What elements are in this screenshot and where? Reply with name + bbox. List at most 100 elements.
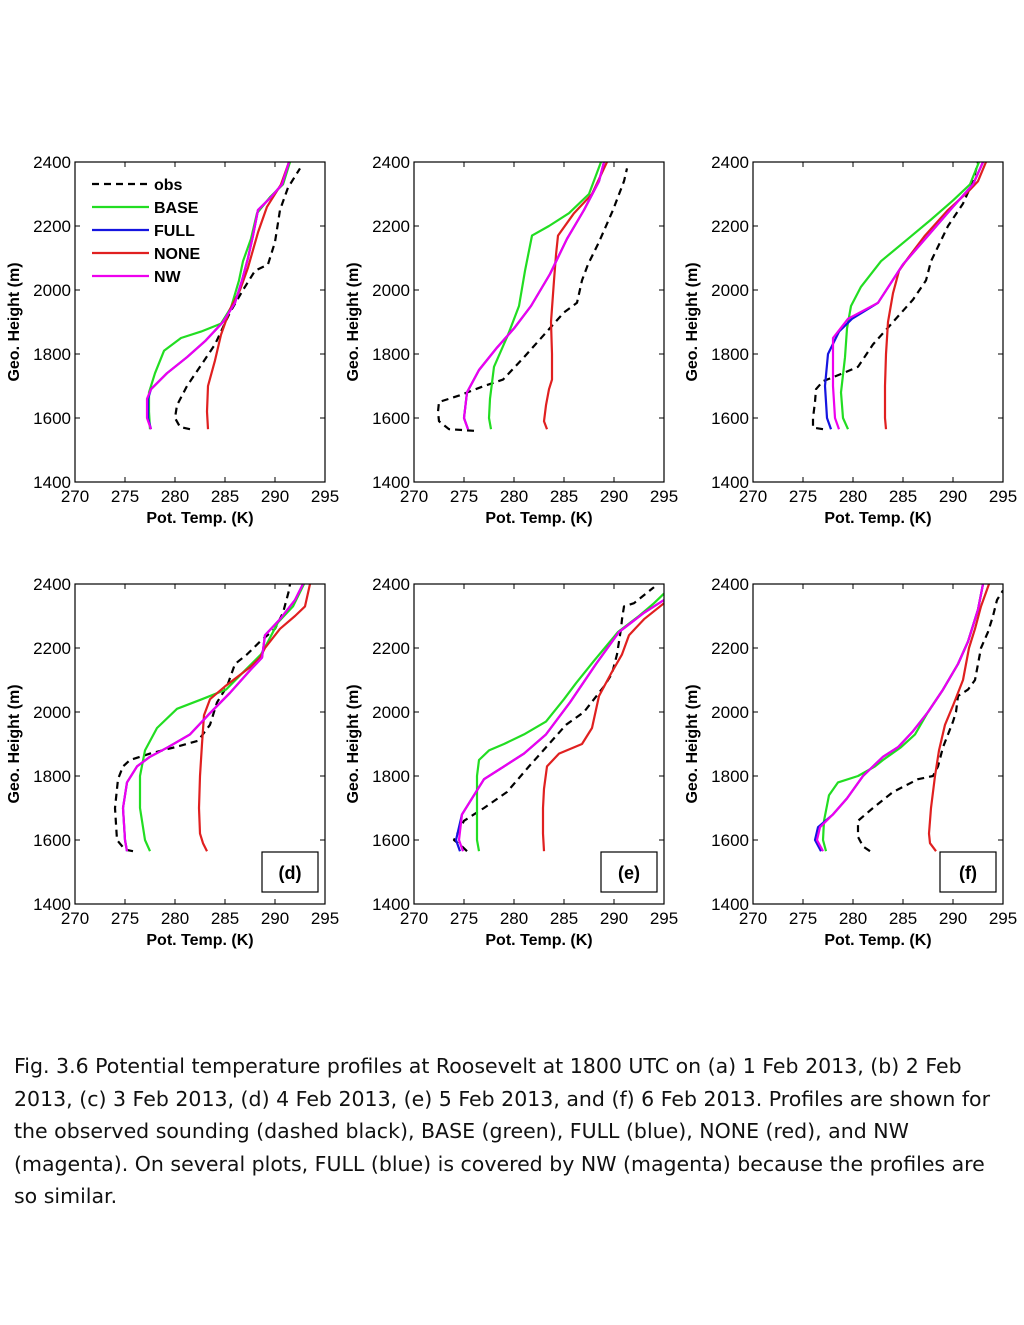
x-tick-label: 285 xyxy=(550,487,578,506)
series-line-obs xyxy=(452,586,655,852)
x-tick-label: 280 xyxy=(500,487,528,506)
y-tick-label: 1600 xyxy=(711,409,749,428)
y-tick-label: 2400 xyxy=(711,153,749,172)
y-tick-label: 1400 xyxy=(711,473,749,492)
legend-label-base: BASE xyxy=(154,200,199,217)
x-tick-label: 280 xyxy=(161,487,189,506)
y-tick-label: 1800 xyxy=(372,345,410,364)
y-tick-label: 1600 xyxy=(33,409,71,428)
x-tick-label: 270 xyxy=(61,909,89,928)
series-line-nw xyxy=(462,162,606,430)
y-tick-label: 2000 xyxy=(33,703,71,722)
x-tick-label: 285 xyxy=(211,909,239,928)
y-tick-label: 1600 xyxy=(33,831,71,850)
x-tick-label: 275 xyxy=(789,487,817,506)
panel-label: (f) xyxy=(959,863,977,883)
chart-panel-5: 270 275 280 285 290 295 1400 1600 1800 2000 2200 24… xyxy=(345,575,678,949)
series-line-none xyxy=(205,162,291,430)
x-tick-label: 275 xyxy=(450,909,478,928)
x-tick-label: 290 xyxy=(939,909,967,928)
y-tick-label: 2400 xyxy=(33,153,71,172)
x-tick-label: 280 xyxy=(839,909,867,928)
x-tick-label: 285 xyxy=(211,487,239,506)
legend-label-nw: NW xyxy=(154,269,182,286)
y-tick-label: 1400 xyxy=(33,473,71,492)
series-line-base xyxy=(821,584,985,852)
x-tick-label: 280 xyxy=(500,909,528,928)
x-tick-label: 290 xyxy=(261,909,289,928)
y-tick-label: 2200 xyxy=(33,217,71,236)
y-tick-label: 1600 xyxy=(372,831,410,850)
x-tick-label: 275 xyxy=(450,487,478,506)
x-axis-label: Pot. Temp. (K) xyxy=(824,932,931,949)
y-tick-label: 2000 xyxy=(372,703,410,722)
panel-label-box xyxy=(600,851,658,893)
figure-panels: 270 275 280 285 290 295 1400 1600 1800 2000 2200 24… xyxy=(6,153,1017,949)
y-tick-label: 2200 xyxy=(372,639,410,658)
x-tick-label: 290 xyxy=(939,487,967,506)
x-tick-label: 290 xyxy=(261,487,289,506)
y-tick-label: 2000 xyxy=(711,703,749,722)
x-tick-label: 270 xyxy=(61,487,89,506)
y-tick-label: 1800 xyxy=(33,767,71,786)
series-line-nw xyxy=(121,584,304,852)
y-axis-label: Geo. Height (m) xyxy=(6,684,23,803)
y-tick-label: 1600 xyxy=(372,409,410,428)
series-line-base xyxy=(487,162,603,430)
y-tick-label: 1400 xyxy=(372,473,410,492)
series-line-nw xyxy=(145,162,291,430)
chart-panel-1: 270 275 280 285 290 295 1400 1600 1800 2000 2200 24… xyxy=(6,153,339,527)
series-line-none xyxy=(883,162,988,430)
series-line-obs xyxy=(811,162,980,431)
y-tick-label: 1800 xyxy=(711,767,749,786)
series-line-obs xyxy=(173,167,301,431)
axes-frame xyxy=(413,161,665,483)
axes-frame xyxy=(752,583,1004,905)
y-tick-label: 2200 xyxy=(711,217,749,236)
series-line-full xyxy=(823,162,985,430)
x-axis-label: Pot. Temp. (K) xyxy=(146,932,253,949)
x-axis-label: Pot. Temp. (K) xyxy=(146,510,253,527)
y-axis-label: Geo. Height (m) xyxy=(345,262,362,381)
chart-panel-6: 270 275 280 285 290 295 1400 1600 1800 2000 2200 24… xyxy=(684,575,1017,949)
axes-frame xyxy=(74,583,326,905)
x-tick-label: 295 xyxy=(650,909,678,928)
series-line-obs xyxy=(113,584,292,853)
x-tick-label: 290 xyxy=(600,487,628,506)
x-tick-label: 280 xyxy=(161,909,189,928)
x-tick-label: 295 xyxy=(311,909,339,928)
y-axis-label: Geo. Height (m) xyxy=(684,262,701,381)
x-tick-label: 270 xyxy=(400,487,428,506)
series-line-none xyxy=(542,162,608,430)
panel-label: (e) xyxy=(618,863,640,883)
x-tick-label: 295 xyxy=(311,487,339,506)
x-tick-label: 285 xyxy=(550,909,578,928)
series-line-none xyxy=(541,602,664,852)
y-tick-label: 1600 xyxy=(711,831,749,850)
y-tick-label: 2200 xyxy=(711,639,749,658)
y-tick-label: 1800 xyxy=(372,767,410,786)
y-tick-label: 2000 xyxy=(372,281,410,300)
series-line-nw xyxy=(457,599,664,852)
legend-label-full: FULL xyxy=(154,223,195,240)
series-line-nw xyxy=(815,584,985,852)
y-axis-label: Geo. Height (m) xyxy=(345,684,362,803)
axes-frame xyxy=(752,161,1004,483)
y-tick-label: 2400 xyxy=(372,575,410,594)
chart-panel-3: 270 275 280 285 290 295 1400 1600 1800 2000 2200 24… xyxy=(684,153,1017,527)
legend-label-none: NONE xyxy=(154,246,201,263)
y-tick-label: 2400 xyxy=(372,153,410,172)
series-line-nw xyxy=(831,162,985,430)
y-axis-label: Geo. Height (m) xyxy=(6,262,23,381)
panel-label-box xyxy=(939,851,997,893)
series-line-full xyxy=(454,599,664,852)
figure-caption: Fig. 3.6 Potential temperature profiles … xyxy=(14,1054,991,1208)
y-tick-label: 1400 xyxy=(711,895,749,914)
y-tick-label: 2400 xyxy=(33,575,71,594)
x-axis-label: Pot. Temp. (K) xyxy=(485,510,592,527)
x-tick-label: 295 xyxy=(989,909,1017,928)
chart-panel-2: 270 275 280 285 290 295 1400 1600 1800 2000 2200 24… xyxy=(345,153,678,527)
x-tick-label: 270 xyxy=(739,909,767,928)
chart-panel-4: 270 275 280 285 290 295 1400 1600 1800 2000 2200 24… xyxy=(6,575,339,949)
x-axis-label: Pot. Temp. (K) xyxy=(485,932,592,949)
